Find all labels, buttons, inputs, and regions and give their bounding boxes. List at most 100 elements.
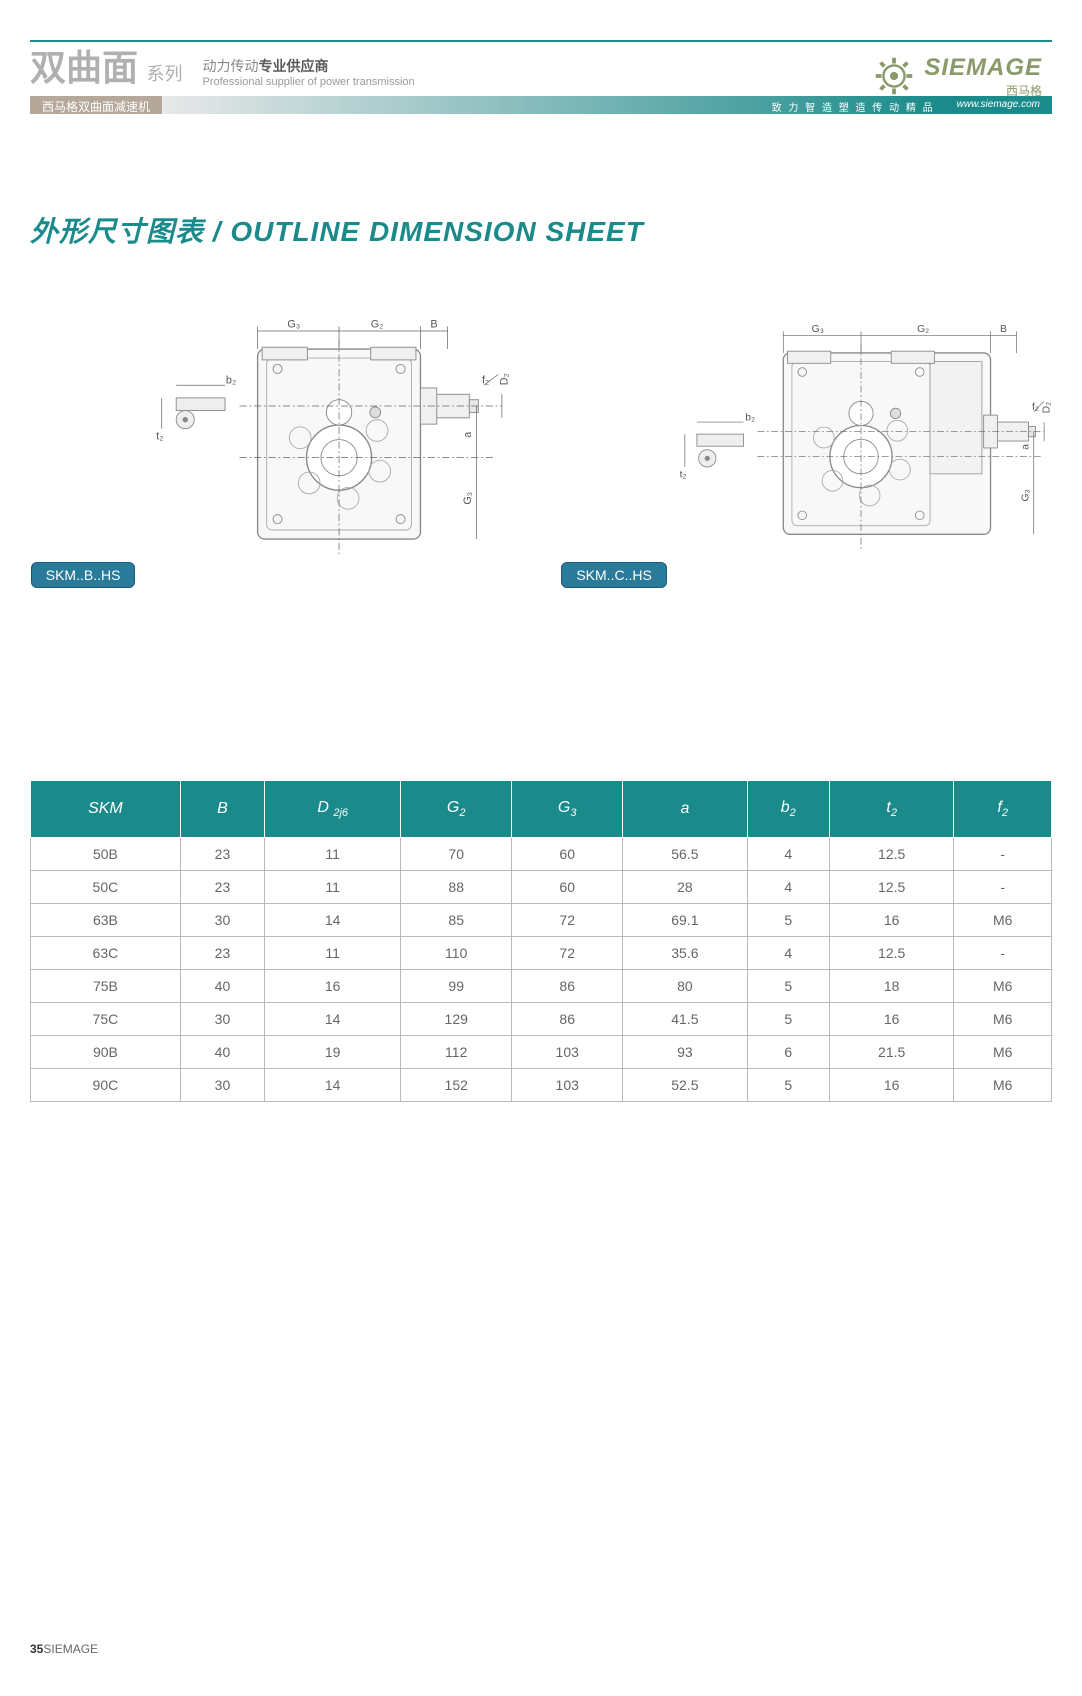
table-cell: 63B bbox=[31, 904, 181, 937]
page-banner: 双曲面 系列 动力传动专业供应商 Professional supplier o… bbox=[30, 40, 1052, 130]
table-row: 75C30141298641.5516M6 bbox=[31, 1003, 1052, 1036]
svg-text:G₃: G₃ bbox=[462, 492, 474, 505]
svg-text:G₃: G₃ bbox=[812, 324, 824, 335]
svg-text:D₂: D₂ bbox=[498, 373, 510, 385]
table-col-header: G2 bbox=[401, 781, 512, 838]
table-col-header: t2 bbox=[829, 781, 953, 838]
table-cell: 18 bbox=[829, 970, 953, 1003]
table-cell: 72 bbox=[512, 904, 623, 937]
table-cell: 40 bbox=[180, 970, 264, 1003]
table-cell: 152 bbox=[401, 1069, 512, 1102]
tagline-box: 动力传动专业供应商 Professional supplier of power… bbox=[202, 56, 414, 88]
table-cell: M6 bbox=[954, 970, 1052, 1003]
table-cell: - bbox=[954, 937, 1052, 970]
table-cell: 60 bbox=[512, 838, 623, 871]
table-cell: 93 bbox=[623, 1036, 747, 1069]
table-cell: 12.5 bbox=[829, 838, 953, 871]
table-cell: 11 bbox=[265, 937, 401, 970]
table-cell: 63C bbox=[31, 937, 181, 970]
table-cell: 88 bbox=[401, 871, 512, 904]
table-col-header: f2 bbox=[954, 781, 1052, 838]
svg-text:t₂: t₂ bbox=[680, 469, 687, 480]
table-body: 50B2311706056.5412.5-50C2311886028412.5-… bbox=[31, 838, 1052, 1102]
svg-text:b₂: b₂ bbox=[746, 412, 756, 423]
table-cell: 52.5 bbox=[623, 1069, 747, 1102]
table-cell: 70 bbox=[401, 838, 512, 871]
table-cell: 30 bbox=[180, 904, 264, 937]
strip-mid-slogan: 致 力 智 造 塑 造 传 动 精 品 bbox=[162, 96, 945, 114]
table-cell: 16 bbox=[829, 1069, 953, 1102]
table-col-header: a bbox=[623, 781, 747, 838]
tagline-en: Professional supplier of power transmiss… bbox=[202, 76, 414, 88]
table-cell: 4 bbox=[747, 838, 829, 871]
svg-text:f₂: f₂ bbox=[1032, 402, 1039, 413]
svg-text:G₂: G₂ bbox=[371, 318, 384, 330]
table-cell: 23 bbox=[180, 871, 264, 904]
table-cell: 19 bbox=[265, 1036, 401, 1069]
table-row: 75B4016998680518M6 bbox=[31, 970, 1052, 1003]
table-cell: 12.5 bbox=[829, 937, 953, 970]
table-cell: 90C bbox=[31, 1069, 181, 1102]
diagram-badge-left: SKM..B..HS bbox=[31, 562, 136, 588]
logo-cn: 西马格 bbox=[924, 82, 1042, 99]
diagram-right: SKM..C..HS bbox=[561, 290, 1051, 600]
logo-text-block: SIEMAGE 西马格 bbox=[924, 54, 1042, 99]
schematic-skm-c-hs: G₃ G₂ B b₂ t₂ f₂ D₂ a G₃ bbox=[671, 290, 1051, 580]
table-cell: 112 bbox=[401, 1036, 512, 1069]
table-row: 90C301415210352.5516M6 bbox=[31, 1069, 1052, 1102]
svg-text:f₂: f₂ bbox=[482, 374, 489, 386]
table-col-header: G3 bbox=[512, 781, 623, 838]
table-cell: M6 bbox=[954, 1003, 1052, 1036]
table-cell: 103 bbox=[512, 1036, 623, 1069]
table-cell: 30 bbox=[180, 1069, 264, 1102]
table-cell: 16 bbox=[829, 904, 953, 937]
svg-text:B: B bbox=[1000, 324, 1007, 335]
table-cell: 12.5 bbox=[829, 871, 953, 904]
table-cell: 86 bbox=[512, 1003, 623, 1036]
table-cell: 75B bbox=[31, 970, 181, 1003]
table-cell: 14 bbox=[265, 904, 401, 937]
svg-text:b₂: b₂ bbox=[226, 374, 236, 386]
table-cell: 69.1 bbox=[623, 904, 747, 937]
table-cell: 23 bbox=[180, 937, 264, 970]
strip-left-label: 西马格双曲面减速机 bbox=[30, 96, 162, 114]
table-cell: 40 bbox=[180, 1036, 264, 1069]
diagram-left: SKM..B..HS bbox=[31, 290, 520, 600]
dimension-table: SKMBD 2j6G2G3ab2t2f2 50B2311706056.5412.… bbox=[30, 780, 1052, 1102]
svg-text:G₃: G₃ bbox=[1021, 489, 1032, 501]
page-footer: 35SIEMAGE bbox=[30, 1642, 1052, 1656]
brand-logo: SIEMAGE 西马格 bbox=[870, 52, 1042, 100]
logo-wordmark: SIEMAGE bbox=[924, 54, 1042, 82]
svg-text:G₃: G₃ bbox=[287, 318, 300, 330]
footer-brand: SIEMAGE bbox=[43, 1642, 98, 1656]
table-cell: 30 bbox=[180, 1003, 264, 1036]
table-cell: 85 bbox=[401, 904, 512, 937]
table-cell: 99 bbox=[401, 970, 512, 1003]
gear-icon bbox=[870, 52, 918, 100]
section-title: 外形尺寸图表 / OUTLINE DIMENSION SHEET bbox=[30, 210, 1052, 250]
table-cell: 90B bbox=[31, 1036, 181, 1069]
table-cell: 103 bbox=[512, 1069, 623, 1102]
table-cell: 4 bbox=[747, 937, 829, 970]
table-cell: 50B bbox=[31, 838, 181, 871]
table-row: 90B401911210393621.5M6 bbox=[31, 1036, 1052, 1069]
table-cell: 5 bbox=[747, 904, 829, 937]
table-cell: M6 bbox=[954, 1069, 1052, 1102]
svg-text:a: a bbox=[462, 431, 474, 438]
table-cell: 5 bbox=[747, 1003, 829, 1036]
table-col-header: SKM bbox=[31, 781, 181, 838]
table-col-header: b2 bbox=[747, 781, 829, 838]
table-cell: 5 bbox=[747, 1069, 829, 1102]
diagrams-row: SKM..B..HS bbox=[30, 290, 1052, 600]
series-title-cn: 双曲面 bbox=[30, 47, 138, 88]
diagram-badge-right: SKM..C..HS bbox=[561, 562, 666, 588]
table-cell: M6 bbox=[954, 904, 1052, 937]
table-cell: 4 bbox=[747, 871, 829, 904]
tagline-cn: 动力传动专业供应商 bbox=[202, 56, 414, 76]
series-title-block: 双曲面 系列 bbox=[30, 50, 182, 86]
table-cell: 11 bbox=[265, 838, 401, 871]
table-cell: - bbox=[954, 838, 1052, 871]
svg-text:t₂: t₂ bbox=[156, 431, 163, 443]
svg-text:D₂: D₂ bbox=[1042, 402, 1052, 414]
table-cell: 11 bbox=[265, 871, 401, 904]
